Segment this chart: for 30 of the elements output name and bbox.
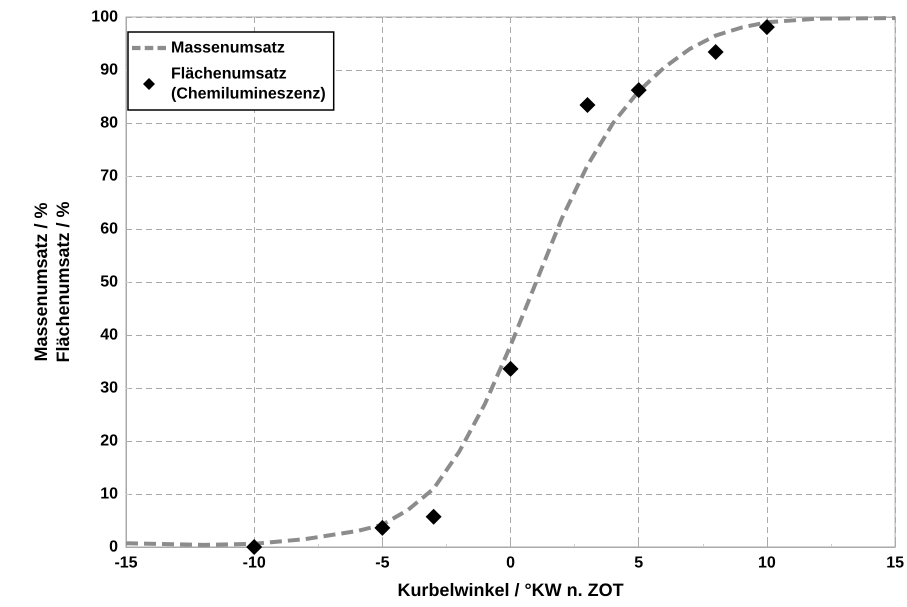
y-axis-title: Massenumsatz / % Flächenumsatz / % — [31, 201, 73, 363]
legend-label: Massenumsatz — [171, 40, 285, 56]
legend-label: Flächenumsatz (Chemilumineszenz) — [171, 66, 326, 102]
point — [374, 520, 390, 536]
y-tick-label: 10 — [100, 486, 118, 502]
x-tick-label: 5 — [634, 554, 644, 572]
x-tick-label: 10 — [758, 554, 776, 572]
point — [246, 539, 262, 555]
point — [708, 44, 724, 60]
x-tick-label: 0 — [506, 554, 516, 572]
x-tick-label: 15 — [886, 554, 904, 572]
x-axis-title: Kurbelwinkel / °KW n. ZOT — [397, 580, 624, 600]
y-tick-label: 50 — [100, 274, 118, 290]
y-tick-label: 20 — [100, 432, 118, 450]
x-tick-label: -15 — [114, 554, 138, 572]
point — [758, 19, 775, 36]
x-tick-label: -10 — [242, 554, 266, 572]
y-tick-label: 40 — [100, 326, 118, 344]
point — [630, 82, 647, 98]
y-tick-label: 80 — [100, 114, 118, 132]
point — [426, 508, 442, 525]
y-tick-label: 30 — [100, 380, 118, 396]
x-tick-label: -5 — [375, 554, 390, 572]
y-tick-label: 100 — [91, 8, 118, 26]
y-tick-label: 60 — [100, 220, 118, 238]
y-tick-label: 0 — [109, 538, 118, 556]
point — [579, 96, 596, 113]
y-tick-label: 70 — [100, 168, 118, 184]
y-tick-label: 90 — [100, 62, 118, 78]
point — [502, 360, 519, 377]
